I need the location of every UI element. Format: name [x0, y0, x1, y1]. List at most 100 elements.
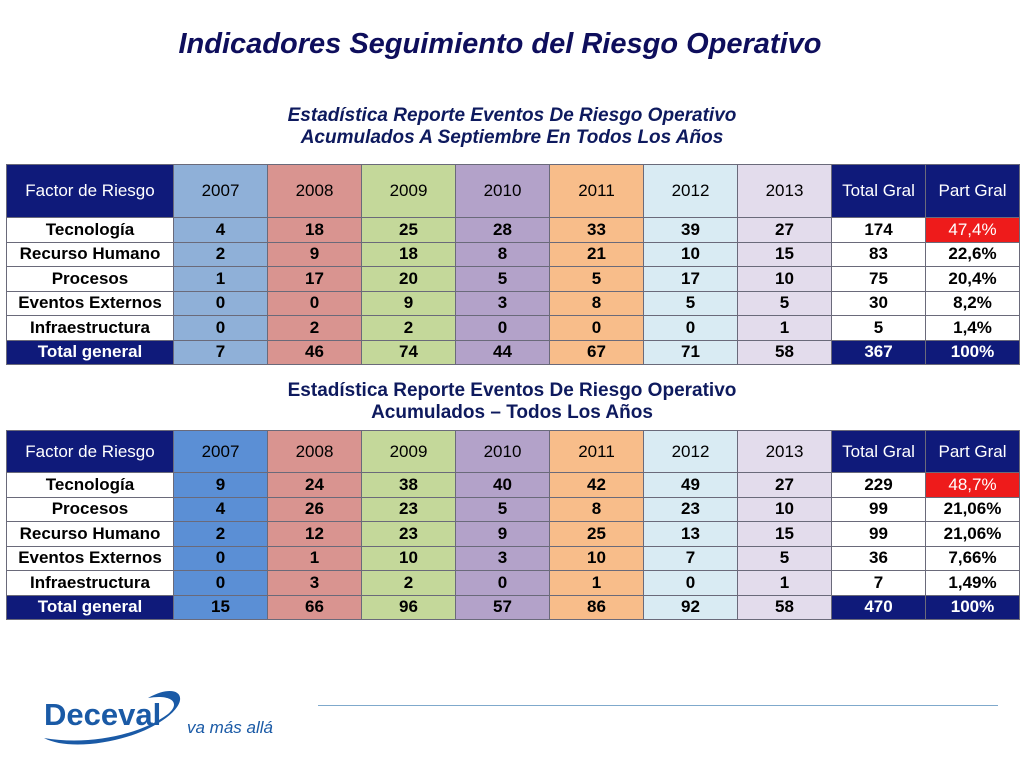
cell-2012: 5 — [643, 290, 738, 316]
cell-2009: 20 — [361, 266, 456, 292]
total-cell-2012: 92 — [643, 594, 738, 620]
header-part-gral: Part Gral — [925, 164, 1020, 218]
cell-factor: Eventos Externos — [6, 290, 174, 316]
cell-part-gral: 22,6% — [925, 241, 1020, 267]
cell-2013: 10 — [737, 496, 832, 522]
total-cell-factor: Total general — [6, 339, 174, 365]
cell-part-gral: 21,06% — [925, 521, 1020, 547]
cell-2011: 8 — [549, 290, 644, 316]
table-row: Tecnología 9 24 38 40 42 49 27 229 48,7% — [6, 472, 1020, 498]
total-row: Total general 15 66 96 57 86 92 58 470 100% — [6, 594, 1020, 620]
cell-part-gral: 7,66% — [925, 545, 1020, 571]
cell-2008: 26 — [267, 496, 362, 522]
header-2007: 2007 — [173, 430, 268, 473]
cell-part-gral: 1,49% — [925, 570, 1020, 596]
cell-total-gral: 75 — [831, 266, 926, 292]
header-2010: 2010 — [455, 164, 550, 218]
cell-2007: 9 — [173, 472, 268, 498]
events-table-all-years: Factor de Riesgo 2007 2008 2009 2010 201… — [6, 430, 1020, 620]
cell-2009: 23 — [361, 521, 456, 547]
cell-total-gral: 30 — [831, 290, 926, 316]
cell-2013: 5 — [737, 545, 832, 571]
total-cell-2008: 66 — [267, 594, 362, 620]
cell-2007: 2 — [173, 241, 268, 267]
footer-divider — [318, 705, 998, 706]
cell-2012: 39 — [643, 217, 738, 243]
header-total-gral: Total Gral — [831, 164, 926, 218]
total-cell-2011: 67 — [549, 339, 644, 365]
cell-factor: Tecnología — [6, 217, 174, 243]
table1-subtitle-line1: Estadística Reporte Eventos De Riesgo Op… — [287, 105, 737, 126]
cell-2011: 10 — [549, 545, 644, 571]
cell-2013: 1 — [737, 315, 832, 341]
cell-2012: 0 — [643, 315, 738, 341]
cell-2010: 5 — [455, 266, 550, 292]
table-row: Eventos Externos 0 1 10 3 10 7 5 36 7,66% — [6, 545, 1020, 571]
table1-subtitle-line2: Acumulados A Septiembre En Todos Los Año… — [300, 127, 724, 148]
cell-factor: Procesos — [6, 266, 174, 292]
cell-2007: 1 — [173, 266, 268, 292]
total-cell-factor: Total general — [6, 594, 174, 620]
cell-2011: 0 — [549, 315, 644, 341]
cell-2009: 38 — [361, 472, 456, 498]
cell-2010: 40 — [455, 472, 550, 498]
cell-part-gral: 20,4% — [925, 266, 1020, 292]
cell-total-gral: 36 — [831, 545, 926, 571]
cell-2011: 33 — [549, 217, 644, 243]
table2-subtitle-line2: Acumulados – Todos Los Años — [371, 402, 653, 423]
header-2009: 2009 — [361, 430, 456, 473]
cell-2009: 2 — [361, 315, 456, 341]
table-row: Infraestructura 0 3 2 0 1 0 1 7 1,49% — [6, 570, 1020, 596]
cell-total-gral: 83 — [831, 241, 926, 267]
total-cell-2010: 57 — [455, 594, 550, 620]
table-row: Recurso Humano 2 12 23 9 25 13 15 99 21,06% — [6, 521, 1020, 547]
cell-2010: 0 — [455, 315, 550, 341]
cell-part-gral: 8,2% — [925, 290, 1020, 316]
table-row: Eventos Externos 0 0 9 3 8 5 5 30 8,2% — [6, 290, 1020, 316]
cell-2008: 1 — [267, 545, 362, 571]
total-cell-2007: 15 — [173, 594, 268, 620]
cell-factor: Infraestructura — [6, 570, 174, 596]
header-2013: 2013 — [737, 164, 832, 218]
cell-2010: 5 — [455, 496, 550, 522]
table2-subtitle: Estadística Reporte Eventos De Riesgo Op… — [6, 380, 1018, 424]
cell-2008: 3 — [267, 570, 362, 596]
table-row: Tecnología 4 18 25 28 33 39 27 174 47,4% — [6, 217, 1020, 243]
total-cell-2008: 46 — [267, 339, 362, 365]
cell-2012: 10 — [643, 241, 738, 267]
cell-2008: 17 — [267, 266, 362, 292]
header-total-gral: Total Gral — [831, 430, 926, 473]
total-cell-2007: 7 — [173, 339, 268, 365]
cell-2009: 18 — [361, 241, 456, 267]
cell-2013: 15 — [737, 521, 832, 547]
cell-2013: 27 — [737, 472, 832, 498]
cell-2009: 9 — [361, 290, 456, 316]
header-2011: 2011 — [549, 430, 644, 473]
header-2007: 2007 — [173, 164, 268, 218]
cell-2013: 1 — [737, 570, 832, 596]
header-2009: 2009 — [361, 164, 456, 218]
header-2011: 2011 — [549, 164, 644, 218]
logo-tagline-text: va más allá — [187, 718, 273, 737]
cell-total-gral: 174 — [831, 217, 926, 243]
total-row: Total general 7 46 74 44 67 71 58 367 100% — [6, 339, 1020, 365]
total-cell-total-gral: 367 — [831, 339, 926, 365]
header-2008: 2008 — [267, 164, 362, 218]
cell-2008: 18 — [267, 217, 362, 243]
cell-2012: 0 — [643, 570, 738, 596]
cell-2007: 4 — [173, 217, 268, 243]
cell-2007: 0 — [173, 570, 268, 596]
header-2010: 2010 — [455, 430, 550, 473]
cell-2010: 0 — [455, 570, 550, 596]
cell-2007: 0 — [173, 315, 268, 341]
cell-2008: 0 — [267, 290, 362, 316]
cell-2009: 2 — [361, 570, 456, 596]
table-header-row: Factor de Riesgo 2007 2008 2009 2010 201… — [6, 430, 1020, 473]
cell-2007: 0 — [173, 545, 268, 571]
cell-factor: Procesos — [6, 496, 174, 522]
cell-2008: 12 — [267, 521, 362, 547]
cell-2007: 0 — [173, 290, 268, 316]
cell-total-gral: 99 — [831, 521, 926, 547]
total-cell-2009: 96 — [361, 594, 456, 620]
cell-2012: 23 — [643, 496, 738, 522]
